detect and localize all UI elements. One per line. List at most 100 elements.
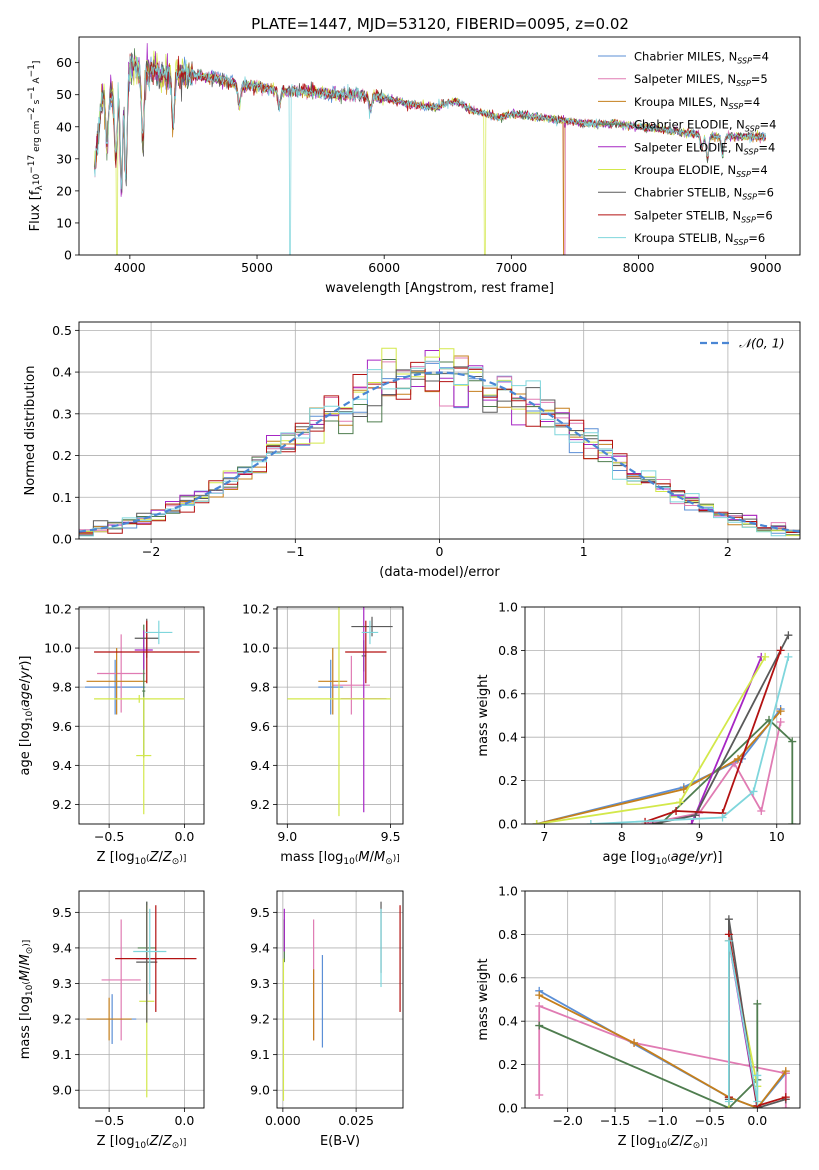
plot-area-age-vs-mass: [287, 607, 393, 817]
label-part: /: [695, 850, 700, 865]
axes-frame: [524, 606, 801, 825]
errorbar-salpeter-elodie: [134, 630, 153, 670]
y-tick-label: 1.0: [498, 600, 518, 615]
weight-marker: [749, 787, 758, 796]
y-tick-label: 10.0: [44, 641, 72, 656]
label-part: Z: [670, 1134, 681, 1149]
label-part: ⊙: [25, 947, 35, 955]
y-tick-label: 9.5: [250, 905, 270, 920]
y-tick-label: 9.1: [250, 1047, 270, 1062]
label-part: Normed distribution: [23, 366, 38, 496]
weight-marker: [535, 1090, 544, 1099]
panel-age-vs-Z: −0.5 0.09.29.49.69.810.010.2Z [log10(Z/Z⊙…: [18, 601, 205, 867]
x-tick-label: −1.0: [647, 1113, 677, 1128]
x-tick-label: 1: [580, 544, 588, 559]
legend-count: =4: [752, 50, 769, 64]
x-tick-label: 9: [695, 829, 703, 844]
weight-marker: [586, 820, 595, 824]
legend-label: Salpeter ELODIE, NSSP=4: [634, 140, 775, 156]
y-tick-label: 10.0: [242, 641, 270, 656]
label-part: mass weight: [476, 958, 491, 1040]
label-part: /: [18, 965, 33, 970]
label-part: wavelength [Angstrom, rest frame]: [325, 281, 554, 296]
label-part: mass weight: [476, 674, 491, 756]
label-part: A: [32, 77, 42, 87]
figure-title: PLATE=1447, MJD=53120, FIBERID=0095, z=0…: [251, 15, 629, 33]
x-tick-label: 8000: [623, 260, 655, 275]
plot-area-mass-vs-ebv: [282, 901, 401, 1101]
panel-spectrum: 4000 5000 6000 7000 8000 9000 0 10 20 30 40 50 60 wav…: [27, 36, 801, 296]
errorbar-salpeter-miles: [97, 634, 146, 713]
legend-model-name: Salpeter MILES, N: [634, 72, 736, 86]
label-part: −2: [27, 107, 37, 120]
plot-area-mass-vs-Z: [86, 901, 197, 1098]
weight-marker: [784, 652, 793, 661]
y-tick-label: 9.4: [250, 758, 270, 773]
legend-model-name: Chabrier STELIB, N: [634, 186, 742, 200]
x-tick-label: −0.5: [94, 1113, 124, 1128]
weight-marker: [630, 1038, 639, 1047]
weight-line: [536, 710, 782, 824]
y-tick-label: 9.4: [250, 940, 270, 955]
axes-frame: [276, 606, 404, 825]
y-tick-label: 9.3: [250, 976, 270, 991]
x-tick-label: 0: [436, 544, 444, 559]
y-tick-label: 0.4: [498, 730, 518, 745]
plot-area-spectrum: [93, 43, 767, 255]
label-part: Z [log: [97, 1134, 135, 1149]
axes-frame: [78, 321, 801, 540]
weight-marker: [776, 646, 785, 655]
y-axis-label: mass [log10(M/M⊙)]: [18, 940, 35, 1060]
errorbar-kroupa-stelib: [145, 620, 173, 645]
axes-frame: [78, 606, 205, 825]
weight-marker: [679, 785, 688, 794]
legend-subscript: SSP: [736, 79, 751, 88]
legend-count: =4: [743, 95, 760, 109]
legend-count: =6: [748, 231, 765, 245]
label-part: (: [146, 1138, 150, 1148]
weight-marker: [788, 737, 797, 746]
label-part: ]: [32, 61, 42, 65]
label-part: age: [671, 850, 695, 865]
y-tick-label: 1.0: [498, 884, 518, 899]
weight-marker: [734, 754, 743, 763]
panel-residuals: −2 −1 0 1 2 0.0 0.1 0.2 0.3 0.4 0.5 (data-model)/er…: [23, 321, 801, 580]
weight-line: [590, 656, 790, 824]
label-part: (: [667, 854, 671, 864]
legend-label: Kroupa ELODIE, NSSP=4: [634, 163, 768, 179]
weight-marker: [724, 1097, 733, 1106]
legend-count: =6: [757, 186, 774, 200]
x-tick-label: 7000: [495, 260, 527, 275]
legend-subscript: SSP: [745, 125, 760, 134]
label-part: M: [18, 954, 33, 965]
label-part: s: [32, 99, 42, 107]
x-tick-label: 8: [618, 829, 626, 844]
y-tick-label: 9.2: [52, 797, 72, 812]
label-part: (: [146, 854, 150, 864]
x-tick-label: −0.5: [695, 1113, 725, 1128]
x-axis-label: E(B-V): [320, 1134, 360, 1149]
y-axis-label: Flux [fλ10−17 erg cm−2 s−1 A−1]: [27, 61, 45, 232]
y-tick-label: 0.8: [498, 927, 518, 942]
x-axis-label: (data-model)/error: [379, 565, 500, 580]
x-tick-label: 7: [540, 829, 548, 844]
weight-marker: [781, 1093, 790, 1102]
label-part: 10: [135, 1141, 147, 1151]
label-part: )]: [179, 854, 186, 864]
legend-label: Salpeter MILES, NSSP=5: [634, 72, 768, 88]
y-tick-label: 0.2: [498, 1057, 518, 1072]
label-part: −1: [27, 64, 37, 77]
label-part: Z: [162, 850, 173, 865]
spectrum-line-kroupa-stelib: [93, 56, 767, 255]
label-part: (data-model)/error: [379, 565, 500, 580]
y-tick-label: 9.5: [52, 905, 72, 920]
ticks-residuals: −2 −1 0 1 2 0.0 0.1 0.2 0.3 0.4 0.5: [52, 323, 732, 559]
legend-subscript: SSP: [742, 193, 757, 202]
label-part: )]: [22, 940, 32, 947]
label-part: 10: [32, 174, 42, 186]
label-part: Z: [683, 1134, 694, 1149]
y-tick-label: 0.0: [498, 1101, 518, 1116]
label-part: ⊙: [693, 1141, 701, 1151]
ticks-age-vs-Z: −0.5 0.0 9.2 9.4 9.6 9.8 10.0 10.2: [44, 601, 194, 844]
legend-count: =5: [751, 72, 768, 86]
